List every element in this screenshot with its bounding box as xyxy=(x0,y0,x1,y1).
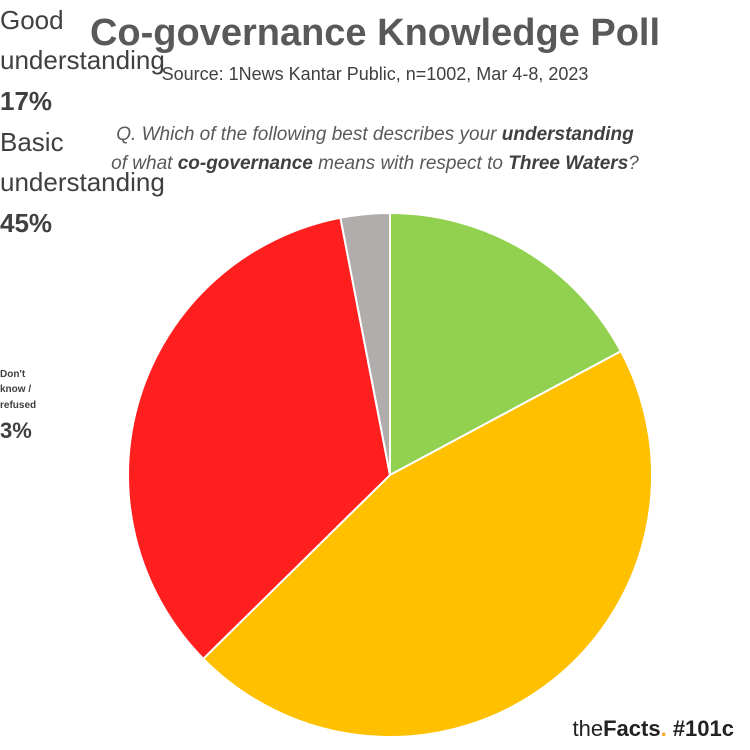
brand-dot: . xyxy=(660,716,667,741)
value-label: 3% xyxy=(0,418,32,444)
question-part: understanding xyxy=(501,124,634,145)
pie-slice xyxy=(339,211,391,476)
question-part: means with respect to xyxy=(312,153,509,174)
slice-label: I do not understand 34% xyxy=(0,244,170,366)
question-line: of what co-governance means with respect… xyxy=(0,149,750,178)
brand-tag: #101c xyxy=(672,716,734,741)
pie-slice xyxy=(127,216,392,661)
branding: theFacts. #101c xyxy=(572,716,734,742)
chart-subtitle: Source: 1News Kantar Public, n=1002, Mar… xyxy=(161,64,589,84)
category-label: Basic understanding xyxy=(0,127,165,198)
question-part: Q. Which of the following best describes… xyxy=(116,124,502,145)
value-label: 17% xyxy=(0,85,53,116)
value-label: 34% xyxy=(0,329,53,360)
slice-label: Basic understanding 45% xyxy=(0,122,220,244)
value-label: 45% xyxy=(0,207,53,238)
category-label: I do not understand xyxy=(0,249,131,320)
question-part: of what xyxy=(111,153,178,174)
question-part: co-governance xyxy=(177,153,313,174)
brand-prefix: the xyxy=(572,716,604,741)
slice-label: Don't know / refused 3% xyxy=(0,367,46,449)
question-line: Q. Which of the following best describes… xyxy=(0,120,750,149)
question-part: Three Waters xyxy=(508,153,629,174)
category-label: Good understanding xyxy=(0,5,165,76)
question: Q. Which of the following best describes… xyxy=(0,120,750,178)
brand-name: Facts xyxy=(603,716,661,741)
slice-label: Good understanding 17% xyxy=(0,0,210,122)
question-part: ? xyxy=(628,153,639,174)
pie-slice xyxy=(389,211,623,477)
pie-slice xyxy=(201,349,653,738)
chart-title: Co-governance Knowledge Poll xyxy=(89,12,661,54)
category-label: Don't know / refused xyxy=(0,368,37,411)
